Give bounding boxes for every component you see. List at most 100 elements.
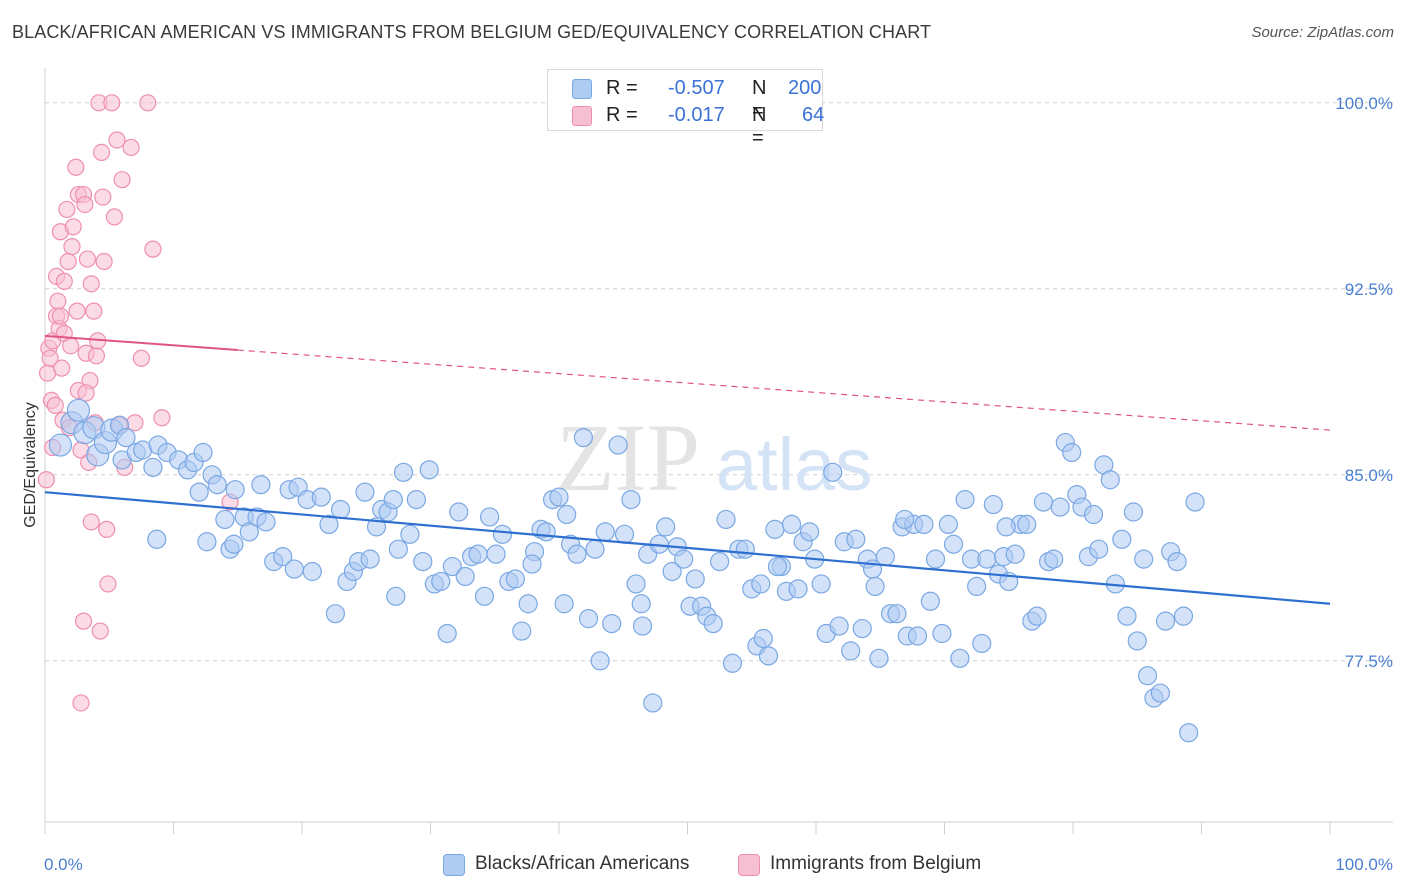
data-point-blue xyxy=(1167,551,1187,572)
data-point-blue xyxy=(1134,549,1154,569)
data-point-blue xyxy=(480,507,500,527)
data-point-blue xyxy=(829,616,849,636)
data-point-blue xyxy=(895,509,915,530)
data-point-blue xyxy=(943,534,964,554)
data-point-blue xyxy=(573,428,594,448)
y-tick-label: 100.0% xyxy=(1335,94,1393,113)
data-point-pink xyxy=(77,384,95,402)
data-point-pink xyxy=(126,414,144,432)
data-point-blue xyxy=(251,475,271,495)
data-point-blue xyxy=(197,532,217,552)
data-point-blue xyxy=(590,651,610,671)
data-point-blue xyxy=(449,502,469,522)
data-point-blue xyxy=(823,462,843,482)
data-point-blue xyxy=(914,514,934,535)
data-point-blue xyxy=(143,457,163,477)
data-point-pink xyxy=(58,200,76,219)
data-point-blue xyxy=(920,591,940,611)
data-point-blue xyxy=(284,559,304,579)
data-point-blue xyxy=(767,556,788,577)
bottom-legend-label-pink: Immigrants from Belgium xyxy=(770,853,982,874)
legend-r-value-pink: -0.017 xyxy=(668,104,725,126)
data-point-blue xyxy=(302,561,322,582)
data-point-blue xyxy=(66,398,91,422)
data-point-blue xyxy=(710,551,730,572)
legend-swatch-pink xyxy=(572,106,592,126)
data-point-blue xyxy=(360,549,380,569)
data-point-blue xyxy=(1179,723,1199,743)
data-point-pink xyxy=(49,292,67,310)
data-point-pink xyxy=(113,171,131,189)
data-point-blue xyxy=(325,604,346,624)
data-point-blue xyxy=(319,514,339,535)
data-point-pink xyxy=(82,275,100,293)
data-point-blue xyxy=(977,549,997,569)
data-point-pink xyxy=(53,359,71,377)
data-point-blue xyxy=(967,576,987,597)
data-point-pink xyxy=(94,188,112,206)
data-point-pink xyxy=(153,409,171,427)
data-point-pink xyxy=(64,218,82,236)
data-point-blue xyxy=(887,604,907,624)
data-point-blue xyxy=(932,623,952,644)
watermark: ZIP atlas xyxy=(556,404,872,511)
data-point-pink xyxy=(95,252,113,271)
tick-labels: 77.5% 85.0% 92.5% 100.0% 0.0% 100.0% xyxy=(44,94,1393,874)
data-point-blue xyxy=(656,517,676,537)
data-point-pink xyxy=(76,195,94,214)
data-point-blue xyxy=(703,613,723,634)
data-point-blue xyxy=(631,594,651,614)
data-point-blue xyxy=(621,490,641,510)
data-point-blue xyxy=(1033,492,1054,512)
data-point-blue xyxy=(116,428,136,448)
grid-lines xyxy=(45,102,1393,662)
data-point-blue xyxy=(1089,539,1109,559)
bottom-legend-swatch-pink xyxy=(738,854,760,876)
data-point-blue xyxy=(955,490,975,510)
data-point-blue xyxy=(799,522,820,542)
data-point-blue xyxy=(938,514,958,535)
x-tick-label: 100.0% xyxy=(1335,855,1393,874)
x-tick-label: 0.0% xyxy=(44,855,83,874)
data-point-blue xyxy=(1123,502,1143,522)
blue-series xyxy=(48,398,1205,743)
data-point-blue xyxy=(557,504,577,525)
data-point-blue xyxy=(983,494,1003,515)
data-point-blue xyxy=(355,482,375,502)
data-point-pink xyxy=(108,131,126,149)
data-point-blue xyxy=(492,524,513,544)
data-point-blue xyxy=(386,586,406,606)
data-point-pink xyxy=(59,252,77,271)
data-point-blue xyxy=(189,482,209,502)
data-point-blue xyxy=(518,594,538,614)
data-point-blue xyxy=(602,613,622,634)
data-point-blue xyxy=(1117,606,1137,626)
data-point-pink xyxy=(144,240,162,258)
data-point-blue xyxy=(852,618,872,639)
data-point-blue xyxy=(419,460,439,480)
data-point-pink xyxy=(85,302,103,320)
legend-n-label: N = xyxy=(752,77,767,122)
data-point-pink xyxy=(55,272,73,290)
data-point-pink xyxy=(62,337,80,355)
data-point-blue xyxy=(585,539,605,559)
data-point-blue xyxy=(549,487,569,507)
data-point-blue xyxy=(907,626,928,646)
data-point-blue xyxy=(455,566,475,587)
legend-r-label: R = xyxy=(606,77,638,99)
data-point-blue xyxy=(413,551,433,572)
data-point-blue xyxy=(972,633,992,654)
data-point-blue xyxy=(1112,529,1132,549)
trendline-blue xyxy=(44,491,1331,605)
y-tick-label: 92.5% xyxy=(1345,280,1393,299)
data-point-blue xyxy=(505,569,525,589)
data-point-pink xyxy=(87,347,106,365)
data-point-pink xyxy=(91,622,109,640)
data-point-blue xyxy=(393,462,414,482)
data-point-blue xyxy=(400,524,420,544)
data-point-pink xyxy=(51,307,70,325)
data-point-pink xyxy=(72,694,90,712)
legend-n-value-pink: 64 xyxy=(802,104,825,126)
data-point-blue xyxy=(1005,544,1025,564)
